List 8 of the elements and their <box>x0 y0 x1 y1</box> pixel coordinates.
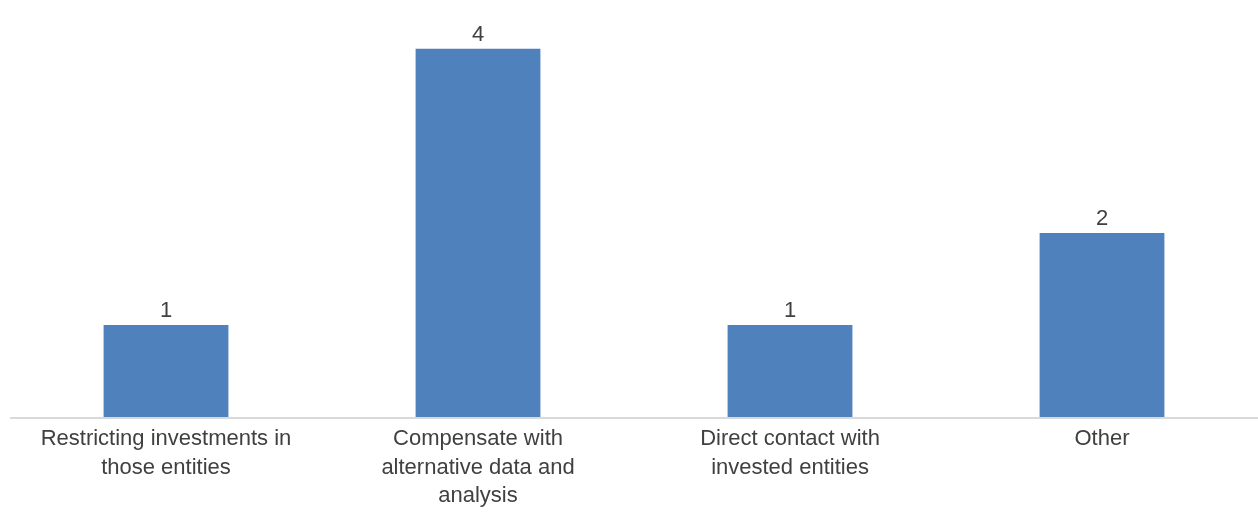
data-label: 4 <box>471 20 485 46</box>
x-tick-label: Compensate with alternative data and analysis <box>381 425 575 508</box>
x-tick-label: Other <box>1074 425 1130 451</box>
data-label: 1 <box>783 296 797 322</box>
x-tick-label: Direct contact with invested entities <box>700 425 880 479</box>
x-tick-label: Restricting investments in those entities <box>40 425 292 479</box>
data-label: 1 <box>159 296 173 322</box>
data-label: 2 <box>1095 204 1109 230</box>
